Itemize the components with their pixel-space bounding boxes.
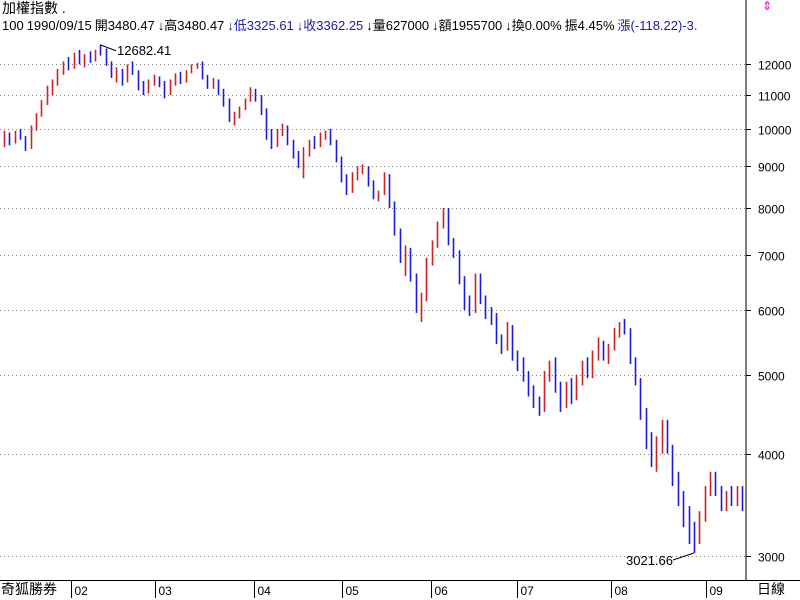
x-axis: 02 03 04 05 06 07 08 09 xyxy=(0,580,800,598)
x-tick-label: 07 xyxy=(521,584,535,598)
info-field: ↓低3325.61 xyxy=(227,18,294,33)
info-field: 1990/09/15 xyxy=(26,18,92,33)
chart-title: 加權指數 . xyxy=(2,0,66,16)
info-field: 漲(-118.22)-3. xyxy=(617,18,698,33)
x-tick-label: 03 xyxy=(159,584,173,598)
y-tick-label: 7000 xyxy=(758,250,785,264)
grid-lines xyxy=(0,64,746,557)
low-label: 3021.66 xyxy=(626,553,673,568)
info-field: 振4.45% xyxy=(564,18,615,33)
y-tick-label: 8000 xyxy=(758,203,785,217)
resize-arrow-icon[interactable]: ⇕ xyxy=(761,0,773,13)
extreme-annotations: 12682.41 3021.66 xyxy=(99,43,695,568)
high-label: 12682.41 xyxy=(117,43,171,58)
high-leader-line xyxy=(99,44,117,52)
y-tick-label: 3000 xyxy=(758,551,785,565)
app-brand-label: 奇狐勝券 xyxy=(1,581,57,597)
info-field: ↓換0.00% xyxy=(505,18,562,33)
info-field: ↓量627000 xyxy=(366,18,430,33)
info-field: 100 xyxy=(2,18,24,33)
x-tick-label: 05 xyxy=(346,584,360,598)
info-field: 開3480.47 xyxy=(94,18,155,33)
y-tick-label: 9000 xyxy=(758,161,785,175)
y-tick-label: 5000 xyxy=(758,370,785,384)
info-field: ↓收3362.25 xyxy=(296,18,364,33)
quote-info-bar: 100 1990/09/15 開3480.47 ↓高3480.47 ↓低3325.61 ↓… xyxy=(2,18,747,34)
low-leader-line xyxy=(672,552,695,561)
info-field: ↓高3480.47 xyxy=(157,18,225,33)
x-tick-label: 04 xyxy=(258,584,272,598)
ohlc-bars xyxy=(3,44,744,554)
y-tick-label: 6000 xyxy=(758,305,785,319)
x-tick-label: 09 xyxy=(710,584,724,598)
y-tick-label: 10000 xyxy=(758,124,792,138)
x-tick-label: 08 xyxy=(615,584,629,598)
x-tick-label: 06 xyxy=(435,584,449,598)
period-label[interactable]: 日線 xyxy=(757,581,785,597)
y-tick-label: 11000 xyxy=(758,90,791,104)
info-field: ↓額1955700 xyxy=(432,18,503,33)
x-tick-label: 02 xyxy=(75,584,89,598)
y-tick-label: 4000 xyxy=(758,449,785,463)
y-axis: 3000 4000 5000 6000 7000 8000 9000 10000 11000 12… xyxy=(745,0,792,580)
y-tick-label: 12000 xyxy=(758,59,792,73)
